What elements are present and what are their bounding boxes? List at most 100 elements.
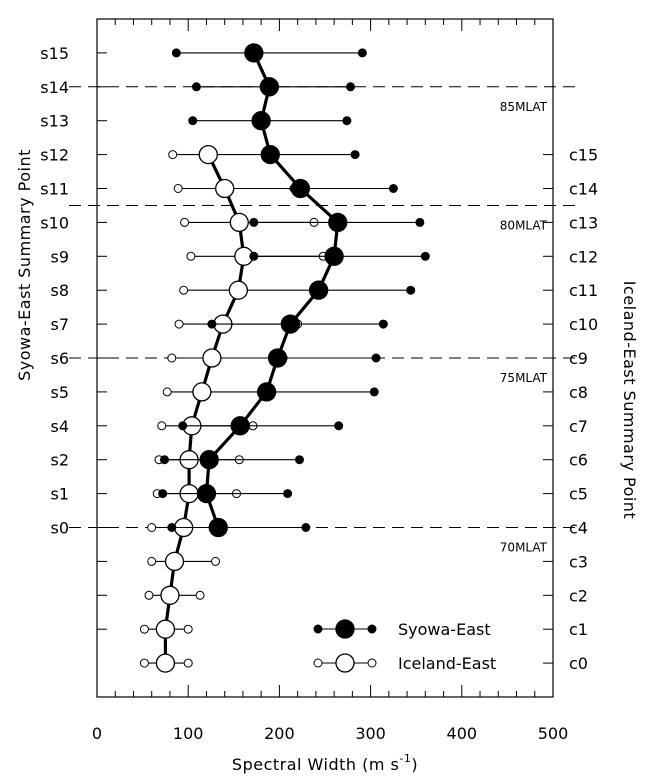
range-end-marker bbox=[180, 217, 190, 227]
series-iceland-east bbox=[139, 144, 328, 673]
y-right-tick-label: c8 bbox=[569, 383, 588, 402]
range-end-marker bbox=[420, 251, 430, 261]
range-end-marker bbox=[174, 319, 184, 329]
x-tick-label: 400 bbox=[447, 724, 478, 743]
range-end-marker bbox=[369, 387, 379, 397]
y-left-tick-label: s0 bbox=[50, 519, 69, 538]
range-end-marker bbox=[167, 353, 177, 363]
range-end-marker bbox=[188, 116, 198, 126]
y-right-tick-label: c0 bbox=[569, 654, 588, 673]
x-tick-label: 0 bbox=[92, 724, 102, 743]
y-right-tick-label: c4 bbox=[569, 519, 588, 538]
mlat-label: 80MLAT bbox=[500, 218, 548, 232]
range-end-marker bbox=[157, 421, 167, 431]
mlat-label: 75MLAT bbox=[500, 371, 548, 385]
y-left-tick-label: s6 bbox=[50, 349, 69, 368]
y-right-tick-label: c7 bbox=[569, 417, 588, 436]
y-axis-title-right: Iceland-East Summary Point bbox=[620, 281, 639, 519]
mean-marker bbox=[229, 212, 249, 233]
legend-mean-marker bbox=[335, 653, 355, 673]
mean-marker bbox=[244, 43, 264, 63]
legend-end-marker bbox=[367, 624, 377, 634]
x-axis-title-end: ) bbox=[411, 755, 418, 774]
range-end-marker bbox=[158, 489, 168, 499]
y-right-tick-label: c15 bbox=[569, 146, 598, 165]
x-tick-label: 200 bbox=[264, 724, 295, 743]
range-end-marker bbox=[350, 150, 360, 160]
series-syowa-east bbox=[158, 43, 430, 538]
mean-marker bbox=[160, 585, 180, 605]
mean-marker bbox=[198, 144, 218, 165]
mean-marker bbox=[259, 77, 280, 97]
range-end-marker bbox=[207, 319, 217, 329]
range-end-marker bbox=[147, 523, 157, 532]
y-left-tick-label: s15 bbox=[40, 44, 69, 63]
range-end-marker bbox=[301, 523, 311, 532]
mean-marker bbox=[260, 144, 280, 165]
mean-marker bbox=[215, 178, 235, 199]
y-left-tick-label: s2 bbox=[50, 451, 69, 470]
mean-marker bbox=[202, 348, 222, 368]
y-right-tick-label: c6 bbox=[569, 451, 588, 470]
mean-marker bbox=[196, 483, 217, 504]
y-left-tick-label: s7 bbox=[50, 315, 69, 334]
legend: Syowa-East Iceland-East bbox=[313, 619, 496, 673]
mean-marker bbox=[328, 212, 348, 233]
y-right-tick-label: c10 bbox=[569, 315, 598, 334]
legend-label: Syowa-East bbox=[398, 620, 491, 639]
range-end-marker bbox=[388, 184, 398, 193]
y-left-tick-label: s14 bbox=[40, 78, 69, 97]
y-right-tick-label: c5 bbox=[569, 485, 588, 504]
range-end-marker bbox=[249, 251, 259, 261]
y-left-tick-label: s4 bbox=[50, 417, 69, 436]
range-end-marker bbox=[191, 82, 201, 92]
range-end-marker bbox=[195, 590, 205, 600]
range-end-marker bbox=[159, 455, 169, 465]
mean-marker bbox=[308, 280, 329, 300]
range-end-marker bbox=[168, 150, 178, 160]
legend-label: Iceland-East bbox=[398, 654, 496, 673]
legend-mean-marker bbox=[335, 619, 355, 639]
legend-end-marker bbox=[313, 658, 323, 668]
range-end-marker bbox=[371, 353, 381, 363]
data-series bbox=[139, 43, 430, 673]
x-axis-title-main: Spectral Width (m s bbox=[232, 755, 399, 774]
y-right-tick-label: c11 bbox=[569, 281, 598, 300]
range-end-marker bbox=[147, 556, 157, 566]
range-end-marker bbox=[139, 624, 149, 634]
mean-line bbox=[163, 153, 246, 664]
y-right-tick-label: c14 bbox=[569, 180, 598, 199]
y-right-tick-label: c13 bbox=[569, 213, 598, 232]
range-end-marker bbox=[294, 455, 304, 465]
x-axis-title-sup: -1 bbox=[399, 752, 411, 765]
range-end-marker bbox=[171, 48, 181, 58]
mean-marker bbox=[230, 416, 250, 436]
reference-lines: 85MLAT 80MLAT 75MLAT 70MLAT bbox=[69, 86, 581, 555]
range-end-marker bbox=[167, 523, 177, 532]
range-end-marker bbox=[415, 217, 425, 227]
range-end-marker bbox=[178, 421, 188, 431]
x-tick-label: 100 bbox=[173, 724, 204, 743]
range-end-marker bbox=[162, 387, 172, 397]
mean-marker bbox=[192, 382, 212, 402]
range-end-marker bbox=[139, 658, 149, 668]
tick-marks bbox=[96, 19, 554, 697]
mean-marker bbox=[155, 619, 176, 639]
y-left-tick-label: s11 bbox=[40, 180, 69, 199]
mean-marker bbox=[256, 382, 277, 402]
y-right-tick-label: c2 bbox=[569, 586, 588, 605]
range-end-marker bbox=[406, 285, 416, 295]
y-left-tick-label: s8 bbox=[50, 281, 69, 300]
y-left-tick-label: s10 bbox=[40, 213, 69, 232]
range-end-marker bbox=[283, 489, 293, 499]
range-end-marker bbox=[144, 590, 154, 600]
y-left-tick-label: s9 bbox=[50, 247, 69, 266]
range-end-marker bbox=[342, 116, 352, 126]
range-end-marker bbox=[173, 184, 183, 193]
range-end-marker bbox=[186, 251, 196, 261]
legend-end-marker bbox=[367, 658, 377, 668]
mean-marker bbox=[251, 111, 271, 131]
mean-marker bbox=[324, 246, 344, 266]
range-end-marker bbox=[378, 319, 388, 329]
